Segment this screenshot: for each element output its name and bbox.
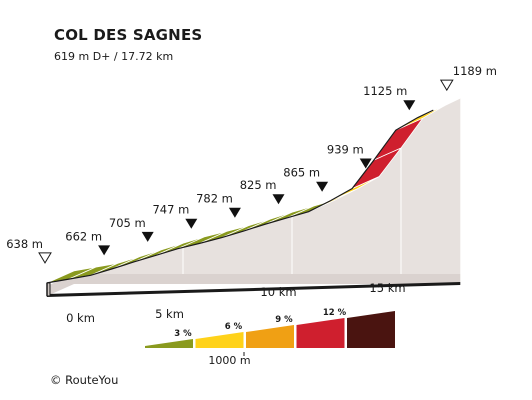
legend-swatch (246, 325, 294, 348)
elevation-label: 638 m (6, 237, 43, 251)
legend-label: 3 % (174, 329, 192, 339)
legend-swatch (347, 311, 395, 348)
elevation-marker (141, 231, 154, 242)
elevation-marker (316, 181, 329, 192)
elevation-label: 865 m (283, 166, 320, 180)
profile-top-surface (46, 97, 461, 296)
elevation-marker (359, 158, 372, 169)
elevation-label: 1125 m (363, 84, 407, 98)
chart-subtitle: 619 m D+ / 17.72 km (54, 50, 174, 63)
profile-front-edge (46, 109, 434, 284)
distance-tick-label: 15 km (369, 281, 405, 295)
elevation-label: 782 m (196, 192, 233, 206)
elevation-label: 825 m (240, 178, 277, 192)
elevation-marker (228, 207, 241, 218)
legend-swatch (296, 318, 345, 348)
elevation-marker (185, 218, 198, 229)
elevation-labels: 638 m 662 m 705 m 747 m 782 m 825 m 865 m 939 m… (6, 64, 497, 264)
gradient-legend: 3 % 6 % 9 % 12 % 1000 m (145, 308, 395, 367)
elevation-label: 1189 m (453, 64, 497, 78)
summit-marker-open (38, 252, 52, 264)
chart-title: COL DES SAGNES (54, 26, 203, 44)
legend-label: 6 % (225, 322, 243, 332)
distance-tick-label: 0 km (66, 311, 95, 325)
profile-base-band (47, 274, 461, 296)
copyright-notice: © RouteYou (50, 373, 119, 387)
elevation-label: 662 m (65, 229, 102, 243)
profile-side-face (74, 98, 461, 275)
profile-side-wall (46, 98, 461, 297)
profile-base-edge (47, 282, 461, 297)
elevation-label: 939 m (327, 143, 364, 157)
legend-label: 9 % (275, 315, 293, 325)
distance-tick-label: 5 km (155, 307, 184, 321)
summit-marker-open (439, 79, 454, 92)
distance-tick-label: 10 km (260, 285, 296, 299)
legend-scale-label: 1000 m (208, 354, 250, 367)
elevation-marker (98, 245, 111, 256)
distance-axis: 0 km 5 km 10 km 15 km (66, 281, 406, 325)
legend-label: 12 % (323, 308, 347, 318)
legend-swatch (145, 339, 193, 348)
elevation-marker (403, 100, 416, 111)
elevation-marker (272, 194, 285, 205)
elevation-label: 705 m (109, 216, 146, 230)
legend-swatch (195, 332, 244, 348)
elevation-label: 747 m (152, 203, 189, 217)
